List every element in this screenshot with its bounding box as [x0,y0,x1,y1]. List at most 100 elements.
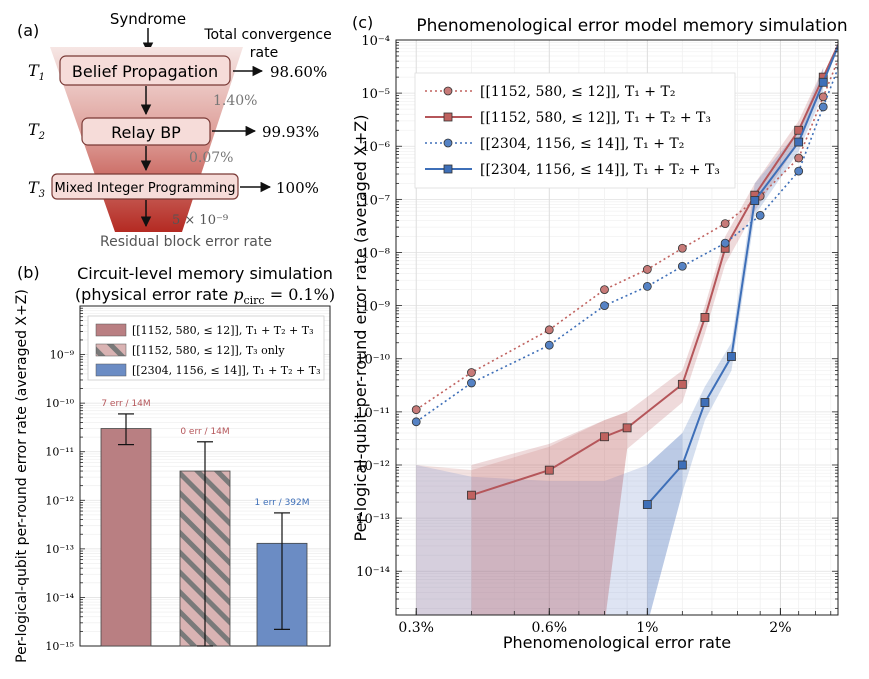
panel-b-ytick-label: 10⁻¹⁴ [45,591,74,604]
data-point [700,313,710,322]
convergence-title-2: rate [250,45,278,61]
panel-c-ytick-label: 10⁻⁷ [361,193,390,208]
panel-c-xtick-label: 1% [636,620,658,636]
panel-b-label: (b) [17,263,40,282]
bar [100,428,152,647]
time-label-t2: T2 [28,120,45,142]
data-point [642,281,652,291]
data-point [794,137,804,147]
legend-label-1: [[1152, 580, ≤ 12]], T₁ + T₂ + T₃ [132,324,314,337]
data-point [642,265,652,274]
data-point [755,210,765,220]
panel-c-ytick-label: 10⁻⁶ [361,140,390,155]
panel-b-yticks: 10⁻¹⁵ 10⁻¹⁴ 10⁻¹³ 10⁻¹² 10⁻¹¹ 10⁻¹⁰ 10⁻⁹ [45,305,85,653]
legend-label: [[1152, 580, ≤ 12]], T₁ + T₂ [480,84,675,100]
data-point [818,102,828,112]
panel-c-frame [395,39,839,616]
legend-marker [443,164,453,174]
panel-b-ylabel: Per-logical-qubit per-round error rate (… [14,289,30,663]
convergence-title-1: Total convergence [203,27,331,43]
panel-c-label: (c) [352,13,373,32]
panel-b-legend: [[1152, 580, ≤ 12]], T₁ + T₂ + T₃ [[1152… [87,315,325,381]
data-point [794,166,804,176]
stage-box-bp [59,55,231,86]
data-point [411,417,421,427]
data-point [642,500,652,509]
data-point [622,423,632,433]
rate-1: 98.60% [270,63,327,81]
data-point [600,301,609,311]
data-point [818,92,828,102]
panel-c-ytick-label: 10⁻⁵ [361,87,390,102]
panel-b-title-1: Circuit-level memory simulation [77,264,333,283]
legend-label-2: [[1152, 580, ≤ 12]], T₃ only [132,344,285,357]
legend-marker [443,138,453,148]
legend-swatch-1 [95,323,127,337]
data-point [677,243,687,253]
legend-label: [[2304, 1156, ≤ 14]], T₁ + T₂ + T₃ [480,162,720,178]
panel-c-ytick-label: 10⁻¹¹ [356,406,390,421]
panel-b-ytick-label: 10⁻¹⁰ [45,397,74,410]
panel-b-bars: 7 err / 14M 0 err / 14M 1 err / 392M [100,399,310,647]
residual-3: 5 × 10⁻⁹ [172,213,228,228]
panel-c-xtick-label: 2% [769,620,791,636]
data-point [818,77,828,87]
data-point [600,432,609,442]
band-red-low [416,411,628,615]
panel-a-label: (a) [17,21,39,40]
data-point [467,490,476,500]
data-point [794,153,804,163]
panel-c-legend: [[1152, 580, ≤ 12]], T₁ + T₂ [[1152, 580,… [414,72,736,189]
data-point [544,340,554,350]
bar-annotation: 7 err / 14M [101,399,150,409]
data-point [600,285,609,295]
data-point [720,219,730,228]
legend-label-3: [[2304, 1156, ≤ 14]], T₁ + T₂ + T₃ [132,364,321,377]
panel-c-ytick-label: 10⁻⁴ [361,34,390,49]
legend-swatch-2 [95,343,127,357]
data-point [677,379,687,389]
bar-annotation: 0 err / 14M [180,427,229,437]
data-point [727,352,736,361]
legend-label: [[2304, 1156, ≤ 14]], T₁ + T₂ [480,136,684,152]
residual-1: 1.40% [213,93,257,109]
confidence-band [647,67,824,615]
panel-c-title: Phenomenological error model memory simu… [416,16,847,36]
panel-c-ytick-label: 10⁻¹² [356,459,390,474]
panel-c-xlabel: Phenomenological error rate [503,633,731,652]
panel-b-ytick-label: 10⁻⁹ [50,349,75,362]
panel-c-ytick-label: 10⁻⁸ [361,246,390,261]
panel-c-ytick-label: 10⁻¹⁰ [356,353,390,368]
data-point [544,325,554,335]
panel-b-title-2: (physical error rate pcirc = 0.1%) [75,285,335,307]
panel-c: (c) Phenomenological error model memory … [351,13,848,652]
legend-swatch-3 [95,363,127,377]
syndrome-label: Syndrome [110,10,186,28]
legend-label: [[1152, 580, ≤ 12]], T₁ + T₂ + T₃ [480,110,711,126]
panel-c-ylabel: Per-logical-qubit per-round error rate (… [351,115,370,542]
rate-3: 100% [276,179,319,197]
panel-c-xtick-label: 0.3% [398,620,434,636]
series-line [646,43,838,506]
time-label-t1: T1 [28,61,45,83]
stage-name-relay: Relay BP [111,123,181,142]
bar-annotation: 1 err / 392M [254,498,309,508]
data-point [411,405,421,415]
confidence-band [471,67,824,615]
data-point [750,196,760,205]
legend-marker [443,112,453,122]
stage-box-mip [51,173,239,200]
panel-b-legend-frame [87,315,325,381]
data-point [720,238,730,248]
panel-a: (a) Syndrome Total convergence rate Beli… [17,10,332,250]
stage-name-mip: Mixed Integer Programming [54,181,235,196]
panel-c-bands [416,67,824,615]
data-point [677,261,687,271]
time-label-t3: T3 [28,178,45,200]
data-point [677,460,687,470]
panel-b: (b) Circuit-level memory simulation (phy… [14,263,335,663]
panel-c-ytick-label: 10⁻¹⁴ [356,565,390,580]
panel-b-ytick-label: 10⁻¹² [45,494,74,507]
panel-c-xtick-label: 0.6% [531,620,567,636]
